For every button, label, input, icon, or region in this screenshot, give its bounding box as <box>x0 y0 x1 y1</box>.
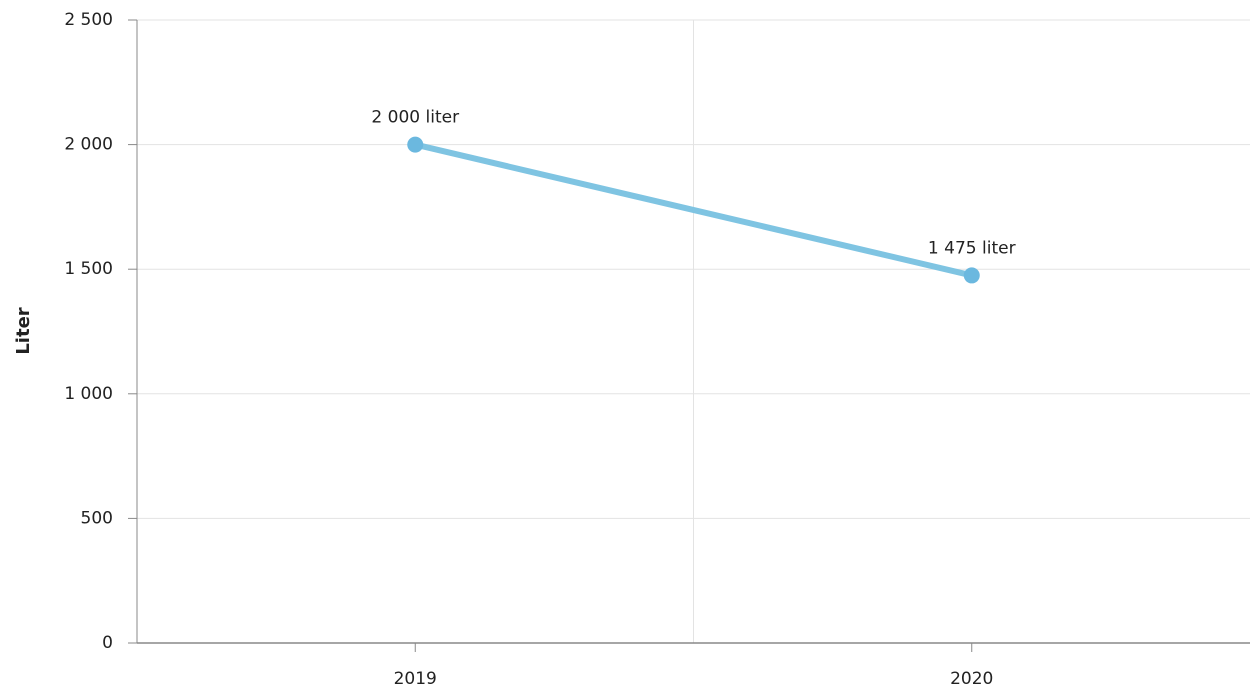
y-tick-label: 1 500 <box>64 259 113 279</box>
y-tick-label: 0 <box>102 633 113 653</box>
y-tick-label: 1 000 <box>64 384 113 404</box>
x-tick-label: 2020 <box>950 669 993 689</box>
y-axis-label: Liter <box>13 307 34 354</box>
data-label: 1 475 liter <box>928 238 1016 258</box>
y-tick-label: 500 <box>81 508 113 528</box>
marker <box>407 136 424 153</box>
y-tick-label: 2 500 <box>64 10 113 30</box>
y-tick-label: 2 000 <box>64 135 113 155</box>
line <box>412 141 975 279</box>
data-label: 2 000 liter <box>371 108 459 128</box>
marker <box>963 267 980 284</box>
x-tick-label: 2019 <box>394 669 437 689</box>
